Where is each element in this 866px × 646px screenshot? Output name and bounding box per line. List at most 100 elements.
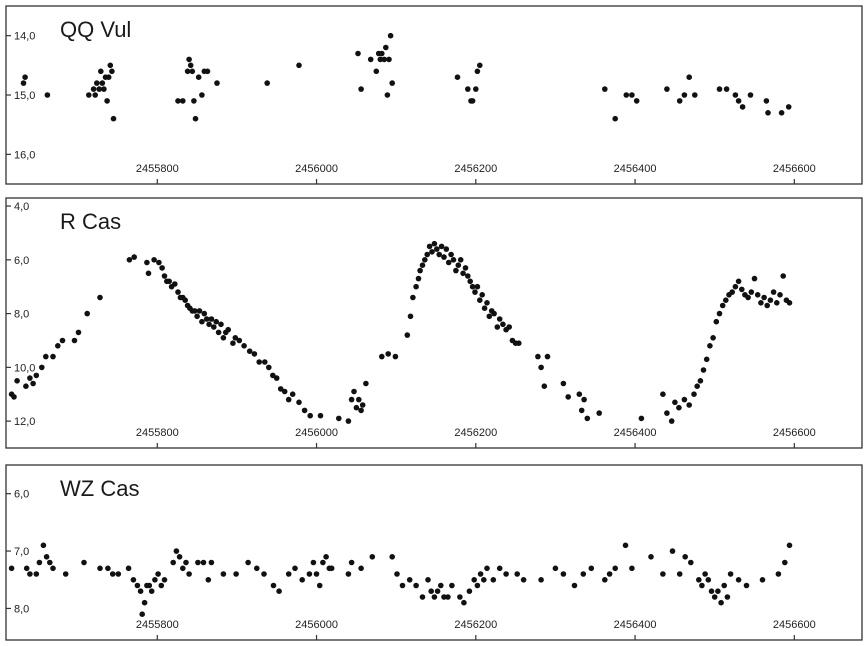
data-point [195,74,202,80]
data-point [719,302,726,309]
data-point [466,588,473,594]
data-point [454,74,461,80]
data-point [490,577,497,583]
data-point [158,582,165,589]
data-point [96,86,102,92]
data-point [245,559,251,566]
y-tick-label: 6,0 [14,255,29,267]
data-point [465,273,471,279]
data-point [718,599,724,606]
data-point [33,571,40,577]
data-point [296,399,302,406]
data-point [176,554,183,560]
data-point [473,86,479,92]
data-point [584,415,591,422]
data-point [668,418,675,424]
data-point [262,359,268,365]
data-point [462,265,469,271]
data-point [672,399,678,406]
data-point [739,104,746,110]
data-point [152,577,158,583]
data-point [474,283,481,290]
data-point [71,337,78,344]
data-point [775,571,782,577]
data-point [716,310,723,317]
data-point [436,251,443,258]
data-point [109,68,115,75]
data-point [761,294,767,301]
data-point [754,292,761,298]
data-point [735,278,742,285]
data-point [313,571,320,577]
data-point [40,542,47,549]
x-tick-label: 2456000 [295,427,338,439]
data-point [705,577,712,583]
data-point [43,554,50,560]
data-point [404,332,411,338]
data-point [316,582,323,589]
data-point [431,594,438,600]
data-point [208,316,215,322]
data-point [84,310,90,317]
data-point [348,559,355,566]
data-point [184,68,191,75]
data-point [292,565,298,572]
data-point [484,300,490,306]
data-point [233,571,239,577]
panel-3: WZ Cas 6,0 7,0 8,0 2455800 2456000 2456200 2456… [5,464,863,641]
data-point [434,588,441,594]
data-point [161,273,168,279]
data-point [203,316,210,322]
y-tick-label: 10,0 [14,362,35,374]
data-point [633,98,640,104]
data-point [213,318,219,325]
panel-title: R Cas [60,209,121,234]
x-tick-label: 2456400 [614,619,657,631]
data-point [777,292,783,298]
y-tick-label: 16,0 [14,149,35,161]
data-point [399,582,406,589]
data-point [580,571,587,577]
data-point [449,582,455,589]
data-point [148,588,155,594]
data-point [696,577,702,583]
data-point [552,565,559,572]
data-point [192,115,199,122]
data-point [253,565,260,572]
data-point [477,62,483,69]
data-point [494,324,501,330]
data-point [220,571,227,577]
data-point [159,265,165,271]
data-point [691,391,697,398]
data-point [196,308,203,314]
data-point [469,98,476,104]
data-point [110,115,117,122]
data-point [199,318,205,325]
data-point [780,273,786,279]
data-point [20,80,27,86]
data-point [702,571,708,577]
data-point [33,372,40,379]
data-point [786,300,793,306]
data-point [191,308,198,314]
data-point [735,98,742,104]
data-point [81,559,87,566]
y-tick-label: 15,0 [14,90,35,102]
data-point [438,582,444,589]
data-point [729,289,735,295]
data-point [770,289,777,295]
data-point [723,297,729,304]
data-point [453,267,459,274]
data-point [715,588,721,594]
data-point [39,364,45,371]
data-point [211,324,217,330]
data-point [410,294,416,301]
data-point [429,249,435,255]
x-tick-label: 2456600 [773,427,816,439]
data-point [676,98,683,104]
panel-frame [5,197,863,449]
data-point [151,257,157,263]
data-point [183,559,189,566]
data-point [194,313,200,320]
data-point [538,577,544,583]
